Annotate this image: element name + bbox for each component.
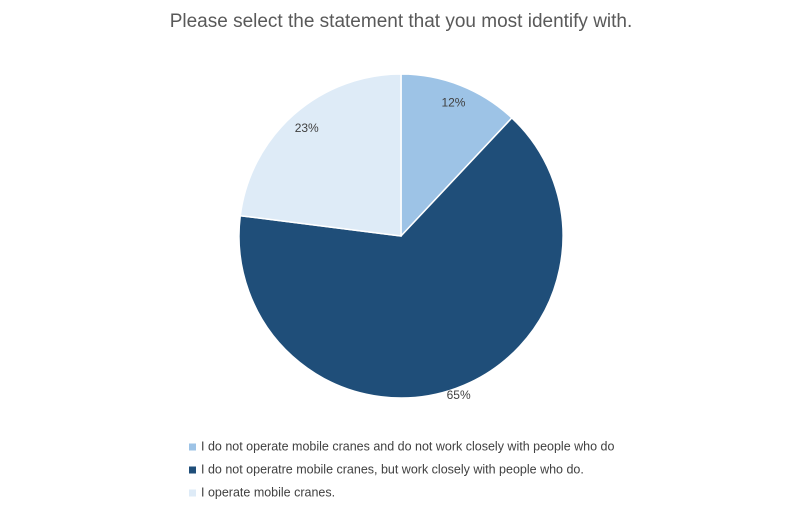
legend-swatch: [189, 443, 196, 451]
data-label: 12%: [441, 96, 465, 110]
data-label: 23%: [295, 121, 319, 135]
pie-slice: [239, 73, 402, 237]
chart-title: Please select the statement that you mos…: [170, 11, 633, 32]
legend-label: I do not operatre mobile cranes, but wor…: [201, 462, 584, 476]
pie-slice: [400, 73, 513, 238]
legend-label: I do not operate mobile cranes and do no…: [201, 439, 614, 453]
legend-swatch: [189, 466, 196, 474]
legend-swatch: [189, 489, 196, 497]
pie-slice: [238, 116, 564, 399]
legend-label: I operate mobile cranes.: [201, 485, 335, 499]
data-label: 65%: [447, 388, 471, 402]
